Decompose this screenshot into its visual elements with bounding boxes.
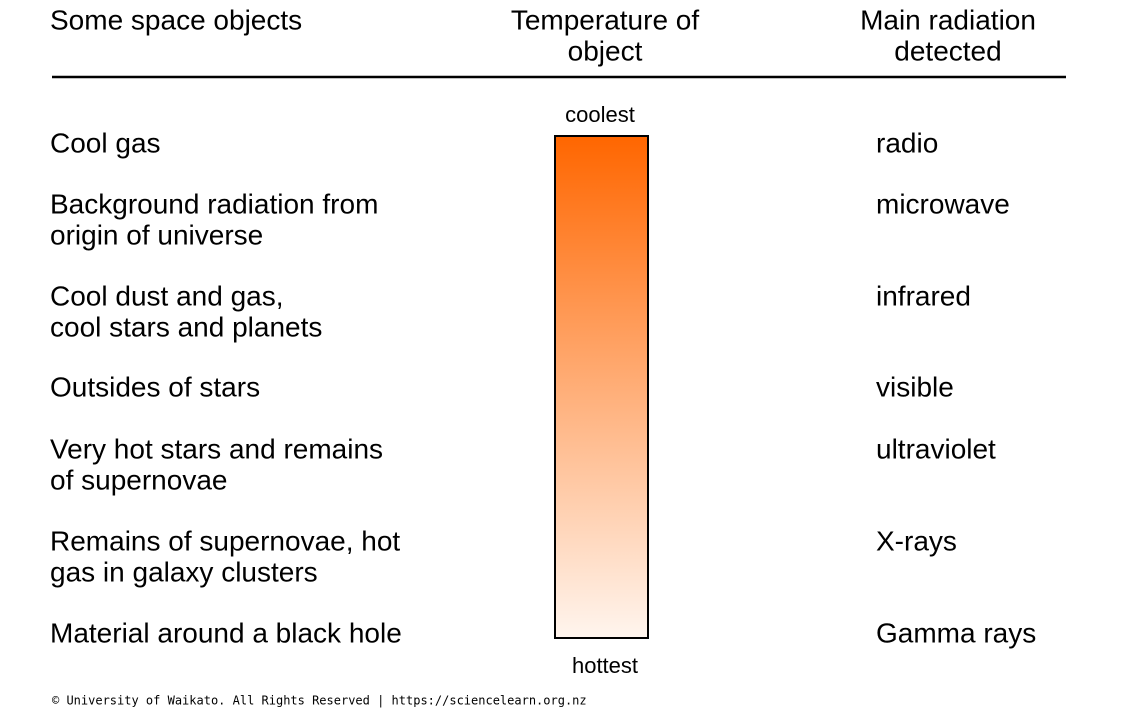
object-name: of supernovae xyxy=(50,464,227,495)
object-name: Cool dust and gas, xyxy=(50,280,284,311)
radiation-type: visible xyxy=(876,371,954,402)
hottest-label: hottest xyxy=(572,653,638,678)
object-name: Material around a black hole xyxy=(50,617,402,648)
object-name: gas in galaxy clusters xyxy=(50,556,318,587)
radiation-type: infrared xyxy=(876,280,971,311)
object-name: Background radiation from xyxy=(50,188,378,219)
object-name: cool stars and planets xyxy=(50,311,322,342)
object-name: Cool gas xyxy=(50,127,161,158)
footer: © University of Waikato. All Rights Rese… xyxy=(52,694,587,708)
temperature-bar xyxy=(554,135,649,639)
radiation-type: X-rays xyxy=(876,525,957,556)
coolest-label: coolest xyxy=(565,102,635,127)
column-header: Main radiation xyxy=(860,4,1036,35)
radiation-type: microwave xyxy=(876,188,1010,219)
radiation-type: ultraviolet xyxy=(876,433,996,464)
object-name: origin of universe xyxy=(50,219,263,250)
column-header: Temperature of xyxy=(511,4,700,35)
object-name: Outsides of stars xyxy=(50,371,260,402)
column-header: object xyxy=(568,35,643,66)
object-name: Remains of supernovae, hot xyxy=(50,525,400,556)
column-header: detected xyxy=(894,35,1001,66)
radiation-type: radio xyxy=(876,127,938,158)
object-name: Very hot stars and remains xyxy=(50,433,383,464)
radiation-type: Gamma rays xyxy=(876,617,1036,648)
column-header: Some space objects xyxy=(50,4,302,35)
